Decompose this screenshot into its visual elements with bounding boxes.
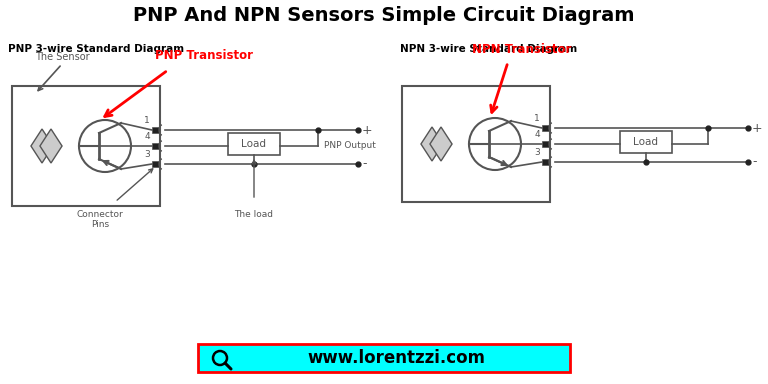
Text: 3: 3 <box>144 150 150 159</box>
Text: Load: Load <box>634 137 658 147</box>
Bar <box>198 344 570 372</box>
Text: The Sensor: The Sensor <box>35 52 89 62</box>
Polygon shape <box>31 129 53 163</box>
Text: PNP Transistor: PNP Transistor <box>155 49 253 62</box>
Text: 1: 1 <box>535 114 540 123</box>
Circle shape <box>469 118 521 170</box>
Bar <box>402 86 550 202</box>
Text: 3: 3 <box>535 148 540 157</box>
Bar <box>542 141 549 147</box>
Circle shape <box>79 120 131 172</box>
Text: 4: 4 <box>144 132 150 141</box>
Text: 1: 1 <box>144 116 150 125</box>
Circle shape <box>213 351 227 365</box>
Text: 4: 4 <box>535 130 540 139</box>
Polygon shape <box>40 129 62 163</box>
Text: PNP And NPN Sensors Simple Circuit Diagram: PNP And NPN Sensors Simple Circuit Diagr… <box>134 6 634 25</box>
Bar <box>542 159 549 165</box>
Text: www.lorentzzi.com: www.lorentzzi.com <box>307 349 485 367</box>
Text: -: - <box>362 157 366 170</box>
Bar <box>12 86 160 206</box>
Text: +: + <box>752 121 763 134</box>
Bar <box>152 161 159 167</box>
Bar <box>542 125 549 131</box>
Text: -: - <box>752 156 756 169</box>
Bar <box>152 143 159 149</box>
Text: The load: The load <box>234 210 273 219</box>
Text: NPN Transistor: NPN Transistor <box>472 43 571 56</box>
Text: PNP 3-wire Standard Diagram: PNP 3-wire Standard Diagram <box>8 44 184 54</box>
Text: Connector
Pins: Connector Pins <box>77 210 124 229</box>
Polygon shape <box>421 127 443 161</box>
Text: Load: Load <box>241 139 266 149</box>
Bar <box>152 127 159 133</box>
Text: PNP Output: PNP Output <box>324 141 376 151</box>
Bar <box>620 131 672 153</box>
Polygon shape <box>430 127 452 161</box>
Text: +: + <box>362 124 372 136</box>
Bar <box>228 133 280 155</box>
Text: NPN 3-wire Standard Diagram: NPN 3-wire Standard Diagram <box>400 44 578 54</box>
